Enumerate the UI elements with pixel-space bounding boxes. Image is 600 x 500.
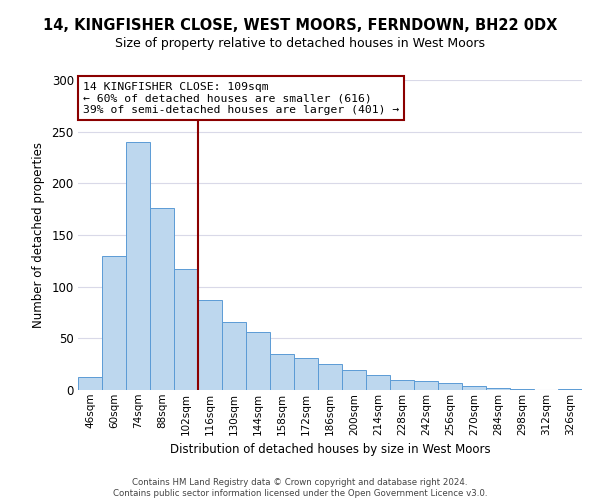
- Bar: [414, 380, 438, 390]
- Bar: [102, 256, 126, 390]
- Bar: [438, 383, 462, 390]
- Bar: [126, 142, 150, 390]
- X-axis label: Distribution of detached houses by size in West Moors: Distribution of detached houses by size …: [170, 443, 490, 456]
- Bar: [510, 389, 534, 390]
- Bar: [462, 386, 486, 390]
- Bar: [150, 208, 174, 390]
- Bar: [222, 322, 246, 390]
- Text: Size of property relative to detached houses in West Moors: Size of property relative to detached ho…: [115, 38, 485, 51]
- Bar: [198, 300, 222, 390]
- Bar: [174, 269, 198, 390]
- Bar: [342, 370, 366, 390]
- Bar: [294, 358, 318, 390]
- Y-axis label: Number of detached properties: Number of detached properties: [32, 142, 44, 328]
- Bar: [246, 332, 270, 390]
- Bar: [390, 380, 414, 390]
- Bar: [366, 374, 390, 390]
- Text: Contains HM Land Registry data © Crown copyright and database right 2024.
Contai: Contains HM Land Registry data © Crown c…: [113, 478, 487, 498]
- Bar: [486, 388, 510, 390]
- Bar: [558, 389, 582, 390]
- Bar: [318, 364, 342, 390]
- Bar: [270, 354, 294, 390]
- Text: 14, KINGFISHER CLOSE, WEST MOORS, FERNDOWN, BH22 0DX: 14, KINGFISHER CLOSE, WEST MOORS, FERNDO…: [43, 18, 557, 32]
- Bar: [78, 376, 102, 390]
- Text: 14 KINGFISHER CLOSE: 109sqm
← 60% of detached houses are smaller (616)
39% of se: 14 KINGFISHER CLOSE: 109sqm ← 60% of det…: [83, 82, 399, 115]
